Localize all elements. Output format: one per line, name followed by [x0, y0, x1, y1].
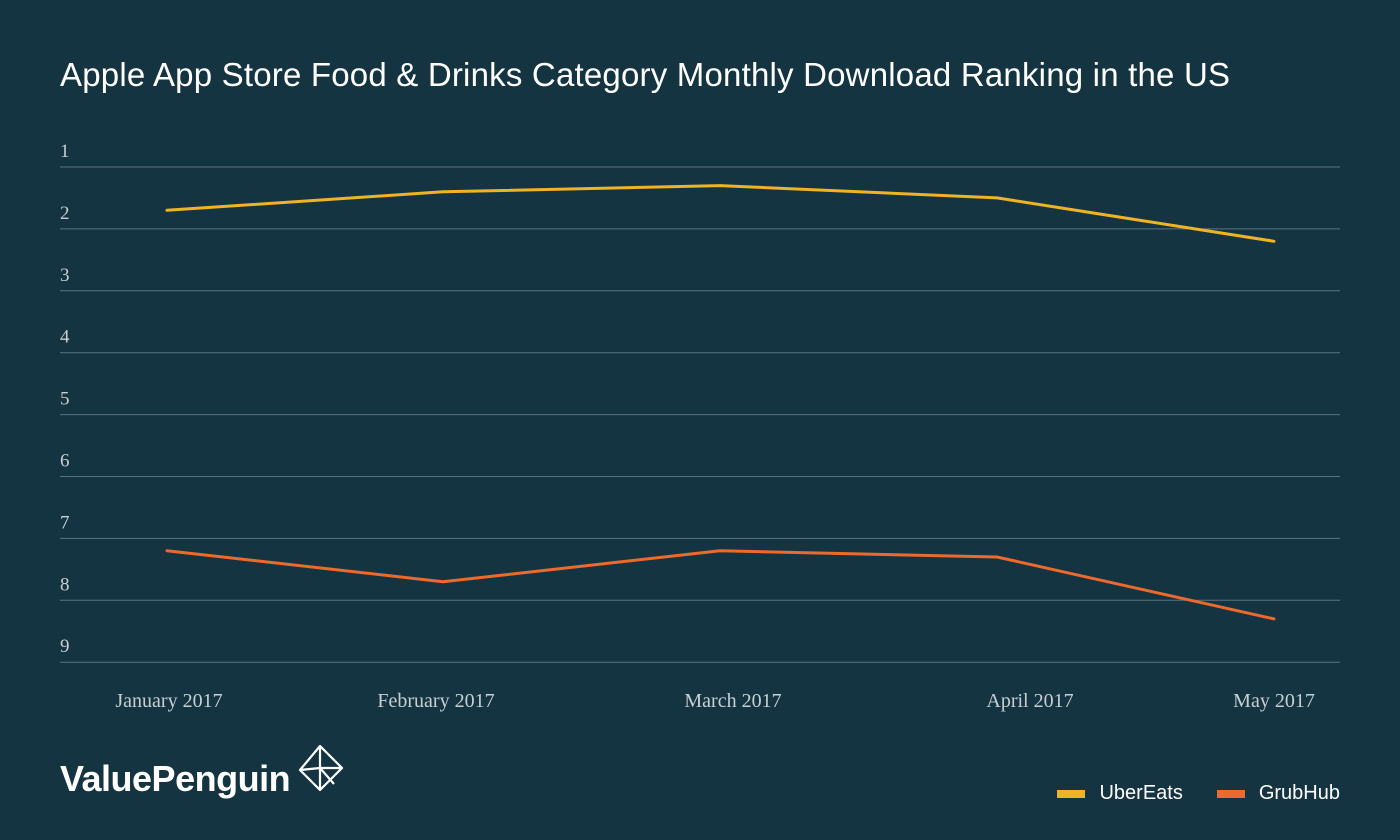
legend-swatch-ubereats: [1057, 789, 1086, 798]
series-lines: [165, 184, 1276, 621]
x-tick-label: January 2017: [115, 690, 222, 712]
penguin-logo-icon: [298, 744, 344, 792]
chart-title: Apple App Store Food & Drinks Category M…: [60, 56, 1231, 93]
y-tick-label: 4: [60, 327, 70, 348]
y-tick-label: 1: [60, 141, 70, 162]
x-axis-ticks: January 2017 February 2017 March 2017 April…: [115, 690, 1314, 712]
y-axis-ticks: 1 2 3 4 5 6 7 8 9: [60, 141, 70, 657]
gridlines: [60, 166, 1340, 663]
x-tick-label: February 2017: [377, 690, 494, 712]
series-line-ubereats: [165, 184, 1276, 243]
x-tick-label: March 2017: [684, 690, 781, 712]
y-tick-label: 7: [60, 512, 70, 533]
x-tick-label: April 2017: [986, 690, 1073, 712]
brand-name: ValuePenguin: [60, 758, 291, 799]
y-tick-label: 2: [60, 203, 70, 224]
y-tick-label: 6: [60, 451, 70, 472]
y-tick-label: 8: [60, 574, 70, 595]
legend-swatch-grubhub: [1216, 789, 1245, 798]
legend-item-grubhub: GrubHub: [1216, 782, 1340, 805]
legend-label: UberEats: [1099, 782, 1183, 804]
x-tick-label: May 2017: [1233, 690, 1315, 712]
series-line-grubhub: [165, 549, 1276, 621]
y-tick-label: 3: [60, 265, 70, 286]
brand-logo: ValuePenguin: [60, 744, 346, 800]
legend: UberEats GrubHub: [1057, 782, 1340, 805]
line-chart: 1 2 3 4 5 6 7 8 9 January 2017 February 2017 March…: [60, 141, 1340, 712]
legend-item-ubereats: UberEats: [1057, 782, 1183, 805]
legend-label: GrubHub: [1258, 782, 1340, 804]
y-tick-label: 5: [60, 389, 70, 410]
y-tick-label: 9: [60, 636, 70, 657]
